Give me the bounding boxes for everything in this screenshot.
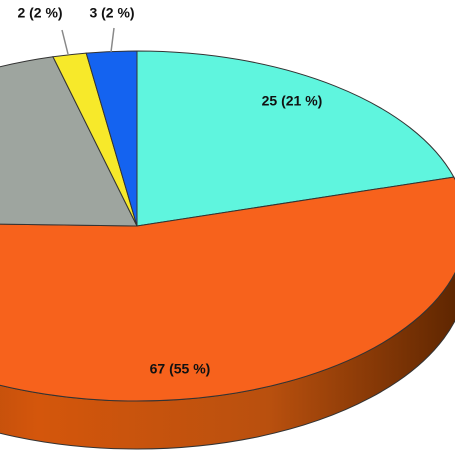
- data-label: 2 (2 %): [17, 5, 62, 21]
- leader-line: [110, 27, 115, 53]
- pie-slice: [136, 50, 455, 227]
- pie-slice: [0, 56, 138, 227]
- data-label: 67 (55 %): [150, 361, 211, 377]
- pie: 25 (21 %) 67 (55 %) 2 (2 %) 3 (2 %): [0, 5, 455, 450]
- data-label: 3 (2 %): [89, 5, 134, 21]
- data-label: 25 (21 %): [262, 93, 323, 109]
- leader-line: [61, 29, 69, 55]
- pie-slice: [0, 176, 455, 402]
